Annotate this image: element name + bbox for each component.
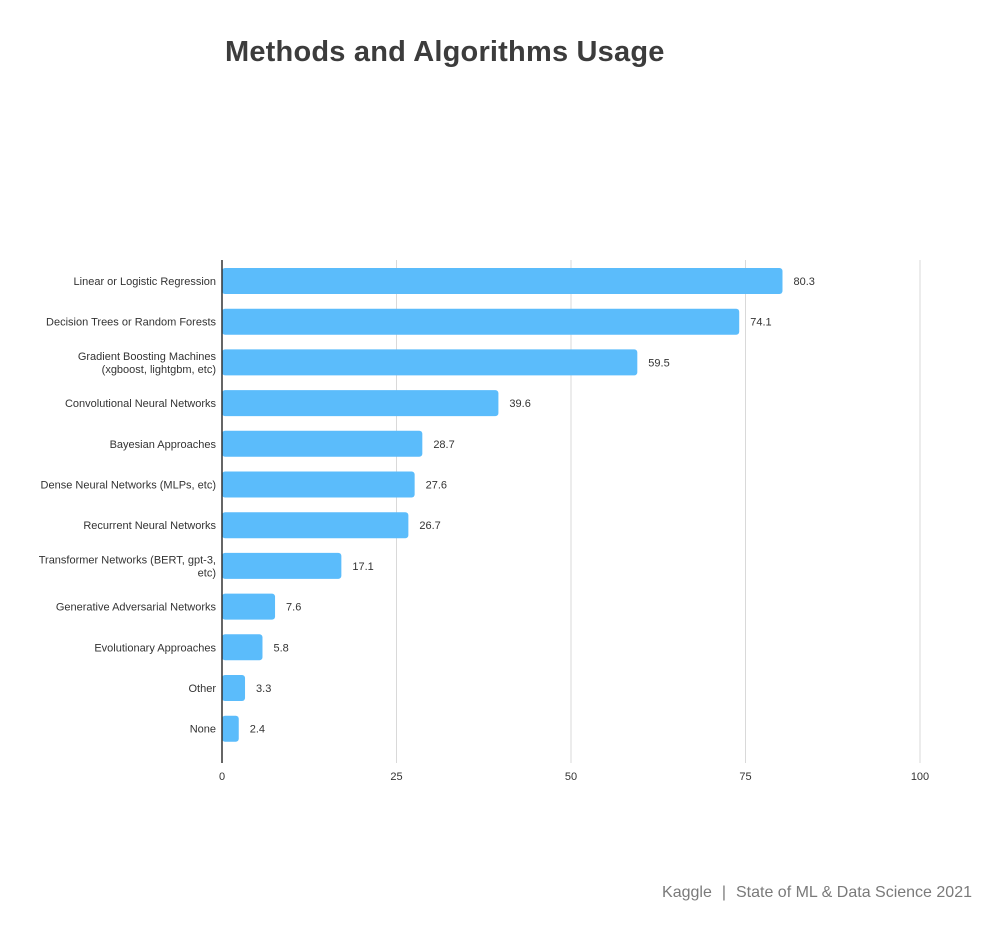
category-label-line: (xgboost, lightgbm, etc) (102, 364, 216, 376)
bar (222, 715, 239, 742)
category-label-line: etc) (198, 567, 216, 579)
grid-layer (396, 260, 921, 763)
category-label: None (190, 724, 216, 736)
bar (222, 308, 740, 335)
value-label: 5.8 (273, 642, 288, 654)
footer-separator: | (721, 884, 726, 901)
bar (222, 634, 263, 661)
category-label-line: Convolutional Neural Networks (65, 398, 217, 410)
category-label: Transformer Networks (BERT, gpt-3, etc) (39, 554, 216, 579)
category-label: Gradient Boosting Machines (xgboost, ligh… (78, 351, 217, 376)
bar (222, 675, 246, 701)
category-label: Convolutional Neural Networks (65, 398, 217, 410)
category-label: Other (188, 683, 216, 695)
value-label: 80.3 (793, 276, 814, 288)
category-label-line: Generative Adversarial Networks (56, 602, 217, 614)
category-label: Generative Adversarial Networks (56, 602, 217, 614)
bar (222, 390, 499, 417)
label-layer: 80.3 Linear or Logistic Regression 74.1 Dec… (39, 276, 815, 736)
value-label: 2.4 (250, 724, 265, 736)
value-label: 39.6 (509, 398, 530, 410)
x-tick-label: 25 (390, 771, 402, 783)
value-label: 27.6 (426, 480, 447, 492)
category-label: Dense Neural Networks (MLPs, etc) (41, 480, 216, 492)
category-label-line: Dense Neural Networks (MLPs, etc) (41, 480, 216, 492)
category-label: Linear or Logistic Regression (74, 276, 216, 288)
x-tick-label: 75 (739, 771, 751, 783)
category-label-line: Gradient Boosting Machines (78, 351, 217, 363)
footer: Kaggle | State of ML & Data Science 2021 (662, 884, 972, 902)
bar (222, 349, 638, 376)
x-tick-label: 50 (565, 771, 577, 783)
bar (222, 430, 423, 457)
category-label-line: Other (188, 683, 216, 695)
value-label: 17.1 (352, 561, 373, 573)
category-label: Bayesian Approaches (110, 439, 217, 451)
bar (222, 471, 415, 498)
category-label-line: Transformer Networks (BERT, gpt-3, (39, 554, 216, 566)
bar-layer (222, 268, 783, 742)
bar (222, 552, 342, 579)
footer-report: State of ML & Data Science 2021 (736, 884, 972, 901)
value-label: 74.1 (750, 317, 771, 329)
value-label: 3.3 (256, 683, 271, 695)
bar (222, 268, 783, 294)
value-label: 28.7 (433, 439, 454, 451)
bar (222, 512, 409, 539)
category-label-line: Decision Trees or Random Forests (46, 317, 216, 329)
chart-title: Methods and Algorithms Usage (225, 36, 665, 68)
value-label: 26.7 (419, 520, 440, 532)
category-label: Recurrent Neural Networks (83, 520, 216, 532)
category-label-line: Recurrent Neural Networks (83, 520, 216, 532)
category-label-line: Evolutionary Approaches (94, 642, 216, 654)
value-label: 59.5 (648, 357, 669, 369)
bar (222, 593, 276, 620)
category-label-line: Linear or Logistic Regression (74, 276, 216, 288)
tick-layer: 0 25 50 75 100 (219, 771, 929, 783)
x-tick-label: 100 (911, 771, 929, 783)
footer-source: Kaggle (662, 884, 712, 901)
category-label: Evolutionary Approaches (94, 642, 216, 654)
x-tick-label: 0 (219, 771, 225, 783)
category-label: Decision Trees or Random Forests (46, 317, 216, 329)
category-label-line: None (190, 724, 216, 736)
category-label-line: Bayesian Approaches (110, 439, 217, 451)
value-label: 7.6 (286, 602, 301, 614)
